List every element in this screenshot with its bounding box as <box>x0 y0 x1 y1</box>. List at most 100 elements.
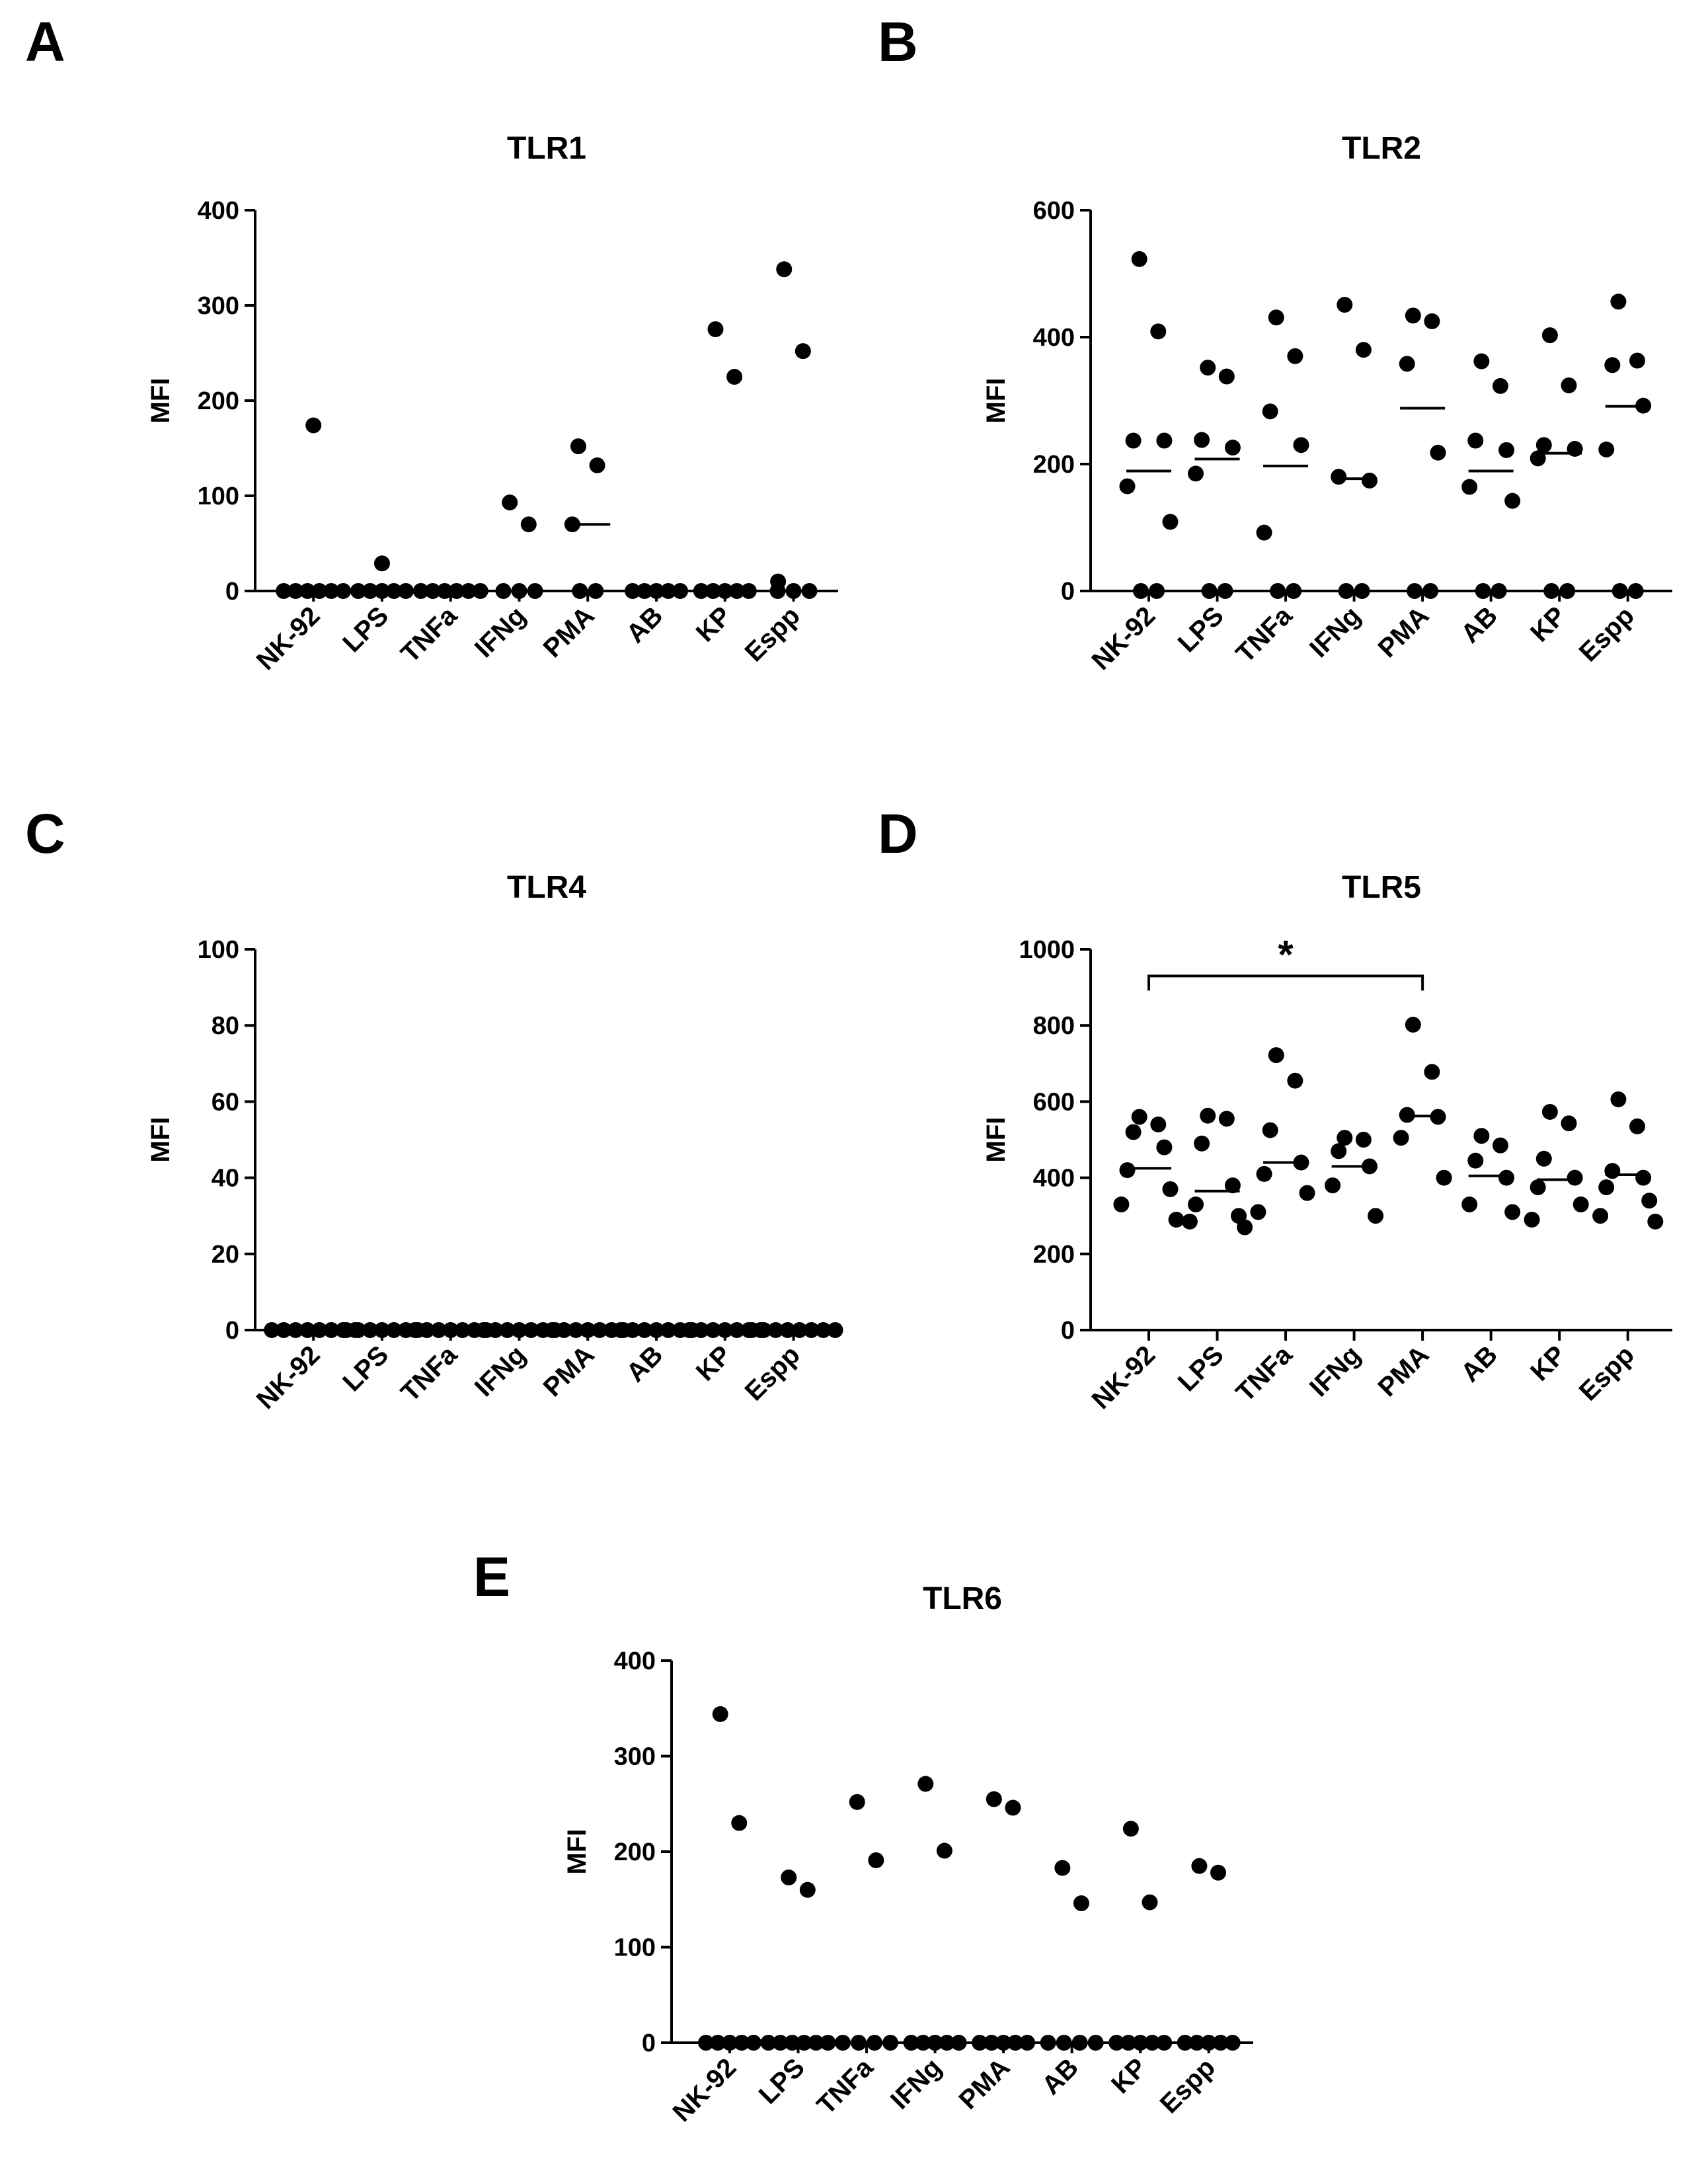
chart-title: TLR5 <box>1342 870 1421 905</box>
data-point-ab-2 <box>1040 2035 1056 2051</box>
data-point-tnfa-0 <box>412 583 429 599</box>
data-point-kp-2 <box>705 1322 721 1338</box>
data-point-ab-5 <box>1504 1204 1521 1220</box>
data-point-tnfa-3 <box>851 2035 867 2051</box>
data-point-nk-92-1 <box>1150 323 1167 340</box>
data-point-ifng-5 <box>1368 1208 1384 1224</box>
panel-d: D TLR5 0 200 400 600 800 1000 MFI NK-92 LPS TNFa IFN… <box>878 803 1672 1415</box>
data-point-pma-6 <box>1019 2035 1036 2051</box>
data-point-nk-92-2 <box>288 583 304 599</box>
y-tick-label: 100 <box>614 1934 656 1962</box>
data-point-nk-92-7 <box>1149 583 1165 599</box>
data-point-pma-4 <box>592 1322 608 1338</box>
x-tick-label: NK-92 <box>668 2053 742 2127</box>
data-point-nk-92-6 <box>1113 1196 1130 1212</box>
data-point-nk-92-3 <box>1156 432 1173 449</box>
data-point-nk-92-1 <box>1150 1116 1167 1132</box>
y-tick-label: 200 <box>1033 1241 1075 1269</box>
data-point-espp-3 <box>769 583 786 599</box>
data-point-ifng-4 <box>527 583 543 599</box>
data-point-pma-0 <box>986 1791 1002 1807</box>
y-tick-label: 400 <box>198 197 239 225</box>
data-point-lps-5 <box>796 2035 812 2051</box>
x-tick-label: IFNg <box>469 601 531 663</box>
x-tick-label: PMA <box>954 2053 1016 2115</box>
data-point-espp-2 <box>1604 1163 1621 1179</box>
y-tick-label: 0 <box>1061 1317 1075 1345</box>
x-tick-label: AB <box>1456 601 1503 649</box>
data-point-espp-3 <box>779 1322 796 1338</box>
data-point-lps-6 <box>808 2035 824 2051</box>
chart-title: TLR4 <box>507 870 586 905</box>
data-point-lps-1 <box>350 583 366 599</box>
y-tick-label: 100 <box>198 936 239 964</box>
data-point-ab-3 <box>648 1322 665 1338</box>
data-point-tnfa-0 <box>1268 309 1284 326</box>
x-tick-label: Espp <box>740 601 806 667</box>
data-point-lps-3 <box>1224 440 1241 456</box>
data-point-ifng-1 <box>936 1842 952 1859</box>
data-point-lps-2 <box>362 1322 378 1338</box>
data-point-nk-92-3 <box>710 2035 726 2051</box>
data-point-espp-4 <box>1598 441 1615 457</box>
data-point-pma-4 <box>995 2035 1012 2051</box>
data-point-ab-4 <box>660 1322 677 1338</box>
y-tick-label: 0 <box>225 578 239 606</box>
x-tick-label: PMA <box>538 601 600 663</box>
data-point-ab-4 <box>1071 2035 1088 2051</box>
data-point-nk-92-0 <box>264 1322 280 1338</box>
x-tick-label: Espp <box>740 1340 806 1406</box>
data-point-tnfa-5 <box>882 2035 899 2051</box>
data-point-ifng-1 <box>1355 1132 1372 1148</box>
data-point-kp-5 <box>728 583 745 599</box>
data-point-nk-92-1 <box>731 1815 748 1831</box>
data-point-nk-92-1 <box>276 1322 292 1338</box>
data-point-ifng-5 <box>939 2035 955 2051</box>
data-point-kp-6 <box>1559 583 1576 599</box>
data-point-kp-5 <box>1144 2035 1161 2051</box>
data-point-lps-2 <box>362 583 378 599</box>
data-point-espp-4 <box>785 583 802 599</box>
data-point-nk-92-4 <box>1119 1162 1136 1179</box>
data-point-kp-4 <box>1530 1179 1546 1195</box>
data-point-kp-0 <box>707 321 724 337</box>
data-point-pma-0 <box>1405 1017 1421 1033</box>
data-point-ab-4 <box>672 583 689 599</box>
data-point-nk-92-3 <box>299 1322 316 1338</box>
significance-label: * <box>1278 932 1294 976</box>
data-point-tnfa-4 <box>454 1322 471 1338</box>
data-point-nk-92-4 <box>1119 478 1136 494</box>
data-point-pma-0 <box>570 438 586 455</box>
data-point-ifng-0 <box>475 1322 492 1338</box>
data-point-lps-0 <box>373 555 390 572</box>
data-point-ab-4 <box>1461 479 1478 495</box>
data-point-tnfa-1 <box>424 583 441 599</box>
x-tick-label: LPS <box>337 1340 394 1397</box>
data-point-nk-92-0 <box>1131 251 1147 267</box>
data-point-kp-3 <box>1567 1169 1583 1186</box>
data-point-ifng-4 <box>523 1322 539 1338</box>
data-point-ifng-5 <box>1354 583 1370 599</box>
data-point-tnfa-0 <box>849 1793 865 1810</box>
data-point-ab-5 <box>1087 2035 1104 2051</box>
data-point-ifng-4 <box>927 2035 943 2051</box>
data-point-ab-0 <box>613 1322 629 1338</box>
data-point-ifng-2 <box>1331 469 1347 485</box>
data-point-tnfa-3 <box>1293 437 1309 453</box>
data-point-lps-7 <box>1237 1219 1253 1236</box>
data-point-espp-5 <box>1641 1193 1658 1209</box>
data-point-lps-3 <box>772 2035 789 2051</box>
data-point-ab-3 <box>1498 1169 1515 1186</box>
data-point-tnfa-3 <box>442 1322 459 1338</box>
data-point-pma-4 <box>588 583 604 599</box>
data-point-ab-1 <box>1492 1137 1508 1154</box>
x-tick-label: PMA <box>1373 1340 1435 1402</box>
data-point-ab-2 <box>637 1322 653 1338</box>
data-point-nk-92-2 <box>698 2035 714 2051</box>
data-point-lps-5 <box>1201 583 1218 599</box>
data-point-kp-6 <box>740 583 757 599</box>
data-point-lps-6 <box>1181 1213 1198 1230</box>
data-point-ifng-4 <box>1325 1177 1341 1194</box>
data-point-lps-0 <box>1200 1107 1216 1124</box>
data-point-ifng-2 <box>1331 1143 1347 1160</box>
